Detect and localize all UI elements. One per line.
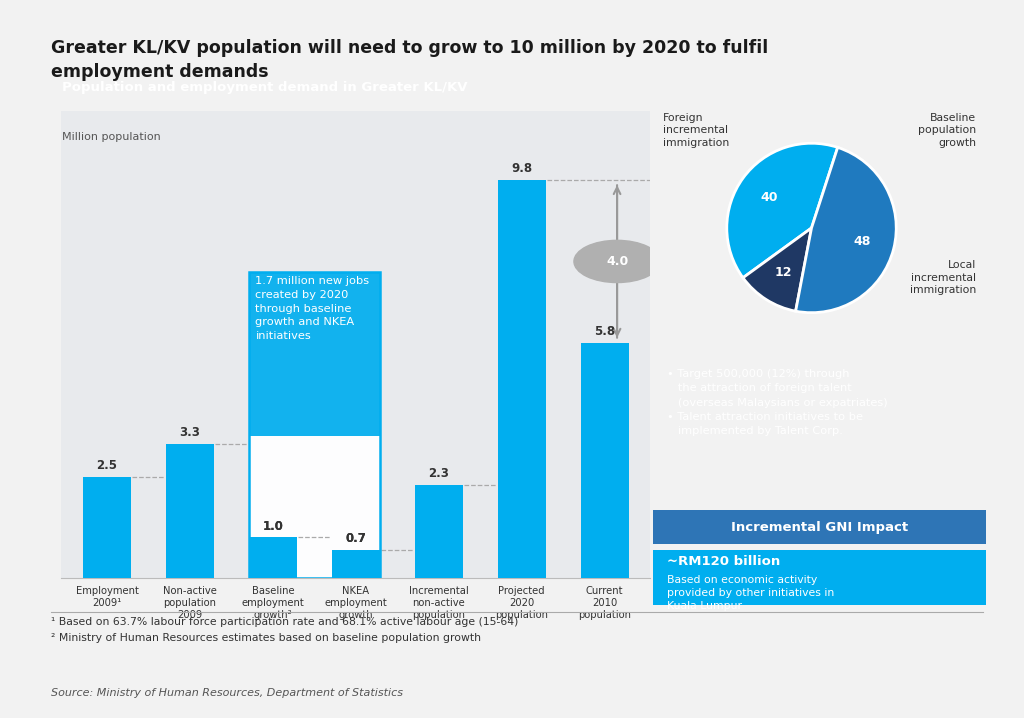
Bar [249, 271, 380, 578]
Bar [249, 271, 380, 436]
Text: • Target 500,000 (12%) through
   the attraction of foreign talent
   (overseas : • Target 500,000 (12%) through the attra… [667, 369, 887, 437]
Text: 3.3: 3.3 [179, 426, 201, 439]
Text: 1.7 million new jobs
created by 2020
through baseline
growth and NKEA
initiative: 1.7 million new jobs created by 2020 thr… [256, 276, 370, 341]
Text: Local
incremental
immigration: Local incremental immigration [910, 261, 976, 295]
Bar [249, 537, 297, 578]
Wedge shape [727, 144, 838, 278]
Text: 0.7: 0.7 [345, 532, 367, 545]
Text: 5.8: 5.8 [594, 325, 615, 337]
Circle shape [573, 241, 660, 283]
Bar [498, 180, 546, 578]
Text: 2.3: 2.3 [428, 467, 450, 480]
Bar [249, 436, 380, 578]
Text: ~RM120 billion: ~RM120 billion [667, 556, 780, 569]
Bar [332, 549, 380, 578]
Text: 1.0: 1.0 [262, 520, 284, 533]
Text: 48: 48 [854, 235, 871, 248]
Text: ² Ministry of Human Resources estimates based on baseline population growth: ² Ministry of Human Resources estimates … [51, 633, 481, 643]
Text: Million population: Million population [62, 131, 161, 141]
Text: Foreign
incremental
immigration: Foreign incremental immigration [664, 113, 729, 148]
FancyBboxPatch shape [643, 549, 996, 605]
Text: Incremental GNI Impact: Incremental GNI Impact [731, 521, 908, 533]
Bar [332, 549, 380, 578]
Bar [249, 537, 297, 578]
Wedge shape [743, 228, 811, 311]
Bar [83, 477, 131, 578]
Text: ¹ Based on 63.7% labour force participation rate and 68.1% active labour age (15: ¹ Based on 63.7% labour force participat… [51, 617, 518, 628]
FancyBboxPatch shape [640, 510, 999, 544]
Bar [415, 485, 463, 578]
Text: 4.0: 4.0 [606, 255, 628, 268]
Text: Greater KL/KV population will need to grow to 10 million by 2020 to fulfil: Greater KL/KV population will need to gr… [51, 39, 768, 57]
Text: 40: 40 [760, 190, 778, 204]
Text: 0.7: 0.7 [345, 532, 367, 545]
Text: Population and employment demand in Greater KL/KV: Population and employment demand in Grea… [62, 81, 468, 94]
Text: 1.0: 1.0 [262, 520, 284, 533]
Text: 9.8: 9.8 [511, 162, 532, 175]
Text: Baseline
population
growth: Baseline population growth [918, 113, 976, 148]
Bar [166, 444, 214, 578]
Wedge shape [796, 147, 896, 312]
Text: Based on economic activity
provided by other initiatives in
Kuala Lumpur: Based on economic activity provided by o… [667, 574, 834, 611]
Text: employment demands: employment demands [51, 63, 269, 81]
Text: 12: 12 [774, 266, 793, 279]
Text: 2.5: 2.5 [96, 459, 118, 472]
Bar [581, 342, 629, 578]
Text: Source: Ministry of Human Resources, Department of Statistics: Source: Ministry of Human Resources, Dep… [51, 688, 403, 698]
